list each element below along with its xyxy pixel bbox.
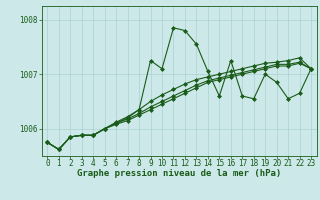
X-axis label: Graphe pression niveau de la mer (hPa): Graphe pression niveau de la mer (hPa) [77, 169, 281, 178]
